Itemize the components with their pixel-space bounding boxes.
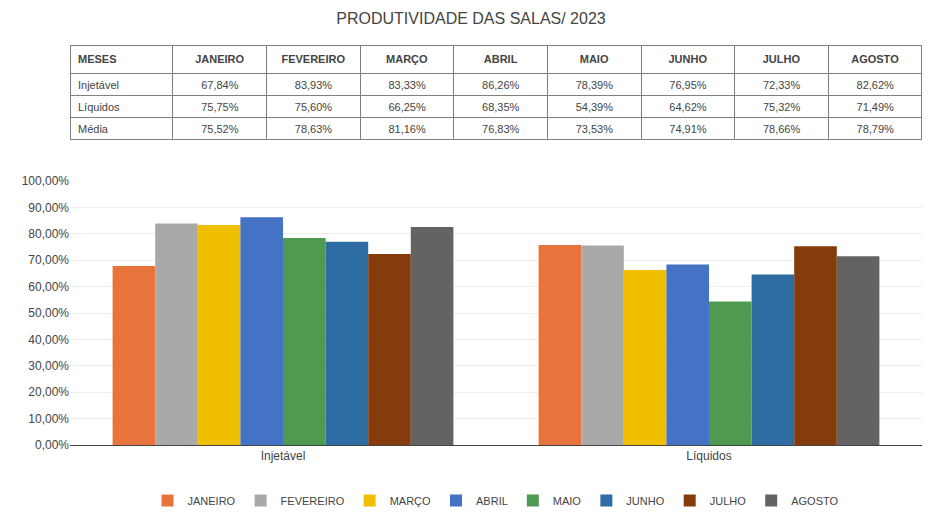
svg-text:75,32%: 75,32%: [763, 101, 801, 113]
svg-text:78,66%: 78,66%: [763, 123, 801, 135]
svg-text:JUNHO: JUNHO: [668, 53, 707, 65]
svg-text:75,75%: 75,75%: [201, 101, 239, 113]
svg-text:100,00%: 100,00%: [22, 174, 70, 188]
svg-text:83,93%: 83,93%: [295, 79, 333, 91]
svg-text:Líquidos: Líquidos: [78, 101, 120, 113]
svg-text:78,39%: 78,39%: [576, 79, 614, 91]
svg-text:JANEIRO: JANEIRO: [195, 53, 244, 65]
svg-text:MARÇO: MARÇO: [390, 495, 431, 507]
svg-text:30,00%: 30,00%: [28, 359, 69, 373]
svg-text:80,00%: 80,00%: [28, 227, 69, 241]
svg-text:FEVEREIRO: FEVEREIRO: [281, 495, 345, 507]
svg-text:72,33%: 72,33%: [763, 79, 801, 91]
svg-text:83,33%: 83,33%: [388, 79, 426, 91]
svg-text:Média: Média: [78, 123, 109, 135]
svg-text:JUNHO: JUNHO: [626, 495, 664, 507]
svg-text:MAIO: MAIO: [553, 495, 582, 507]
svg-text:10,00%: 10,00%: [28, 412, 69, 426]
svg-text:0,00%: 0,00%: [35, 438, 69, 452]
svg-text:40,00%: 40,00%: [28, 333, 69, 347]
svg-text:67,84%: 67,84%: [201, 79, 239, 91]
svg-text:20,00%: 20,00%: [28, 385, 69, 399]
svg-text:64,62%: 64,62%: [669, 101, 707, 113]
svg-text:81,16%: 81,16%: [388, 123, 426, 135]
svg-text:ABRIL: ABRIL: [484, 53, 518, 65]
svg-text:68,35%: 68,35%: [482, 101, 520, 113]
svg-text:Injetável: Injetável: [261, 449, 306, 463]
svg-text:JULHO: JULHO: [710, 495, 747, 507]
svg-text:Líquidos: Líquidos: [686, 449, 731, 463]
svg-text:71,49%: 71,49%: [857, 101, 895, 113]
svg-text:AGOSTO: AGOSTO: [851, 53, 899, 65]
svg-text:70,00%: 70,00%: [28, 253, 69, 267]
svg-text:Injetável: Injetável: [78, 79, 119, 91]
svg-text:MESES: MESES: [78, 53, 117, 65]
svg-text:76,83%: 76,83%: [482, 123, 520, 135]
svg-text:ABRIL: ABRIL: [476, 495, 508, 507]
svg-text:FEVEREIRO: FEVEREIRO: [281, 53, 345, 65]
svg-text:78,79%: 78,79%: [857, 123, 895, 135]
svg-text:73,53%: 73,53%: [576, 123, 614, 135]
svg-text:74,91%: 74,91%: [669, 123, 707, 135]
svg-text:82,62%: 82,62%: [857, 79, 895, 91]
svg-text:75,52%: 75,52%: [201, 123, 239, 135]
svg-text:90,00%: 90,00%: [28, 201, 69, 215]
svg-text:JANEIRO: JANEIRO: [188, 495, 236, 507]
svg-text:JULHO: JULHO: [763, 53, 801, 65]
svg-text:75,60%: 75,60%: [295, 101, 333, 113]
svg-text:66,25%: 66,25%: [388, 101, 426, 113]
svg-text:MARÇO: MARÇO: [386, 53, 428, 65]
svg-text:54,39%: 54,39%: [576, 101, 614, 113]
svg-text:AGOSTO: AGOSTO: [791, 495, 838, 507]
svg-text:78,63%: 78,63%: [295, 123, 333, 135]
svg-text:76,95%: 76,95%: [669, 79, 707, 91]
svg-text:PRODUTIVIDADE DAS SALAS/ 2023: PRODUTIVIDADE DAS SALAS/ 2023: [336, 10, 606, 27]
svg-text:50,00%: 50,00%: [28, 306, 69, 320]
svg-text:60,00%: 60,00%: [28, 280, 69, 294]
svg-text:MAIO: MAIO: [580, 53, 609, 65]
svg-text:86,26%: 86,26%: [482, 79, 520, 91]
